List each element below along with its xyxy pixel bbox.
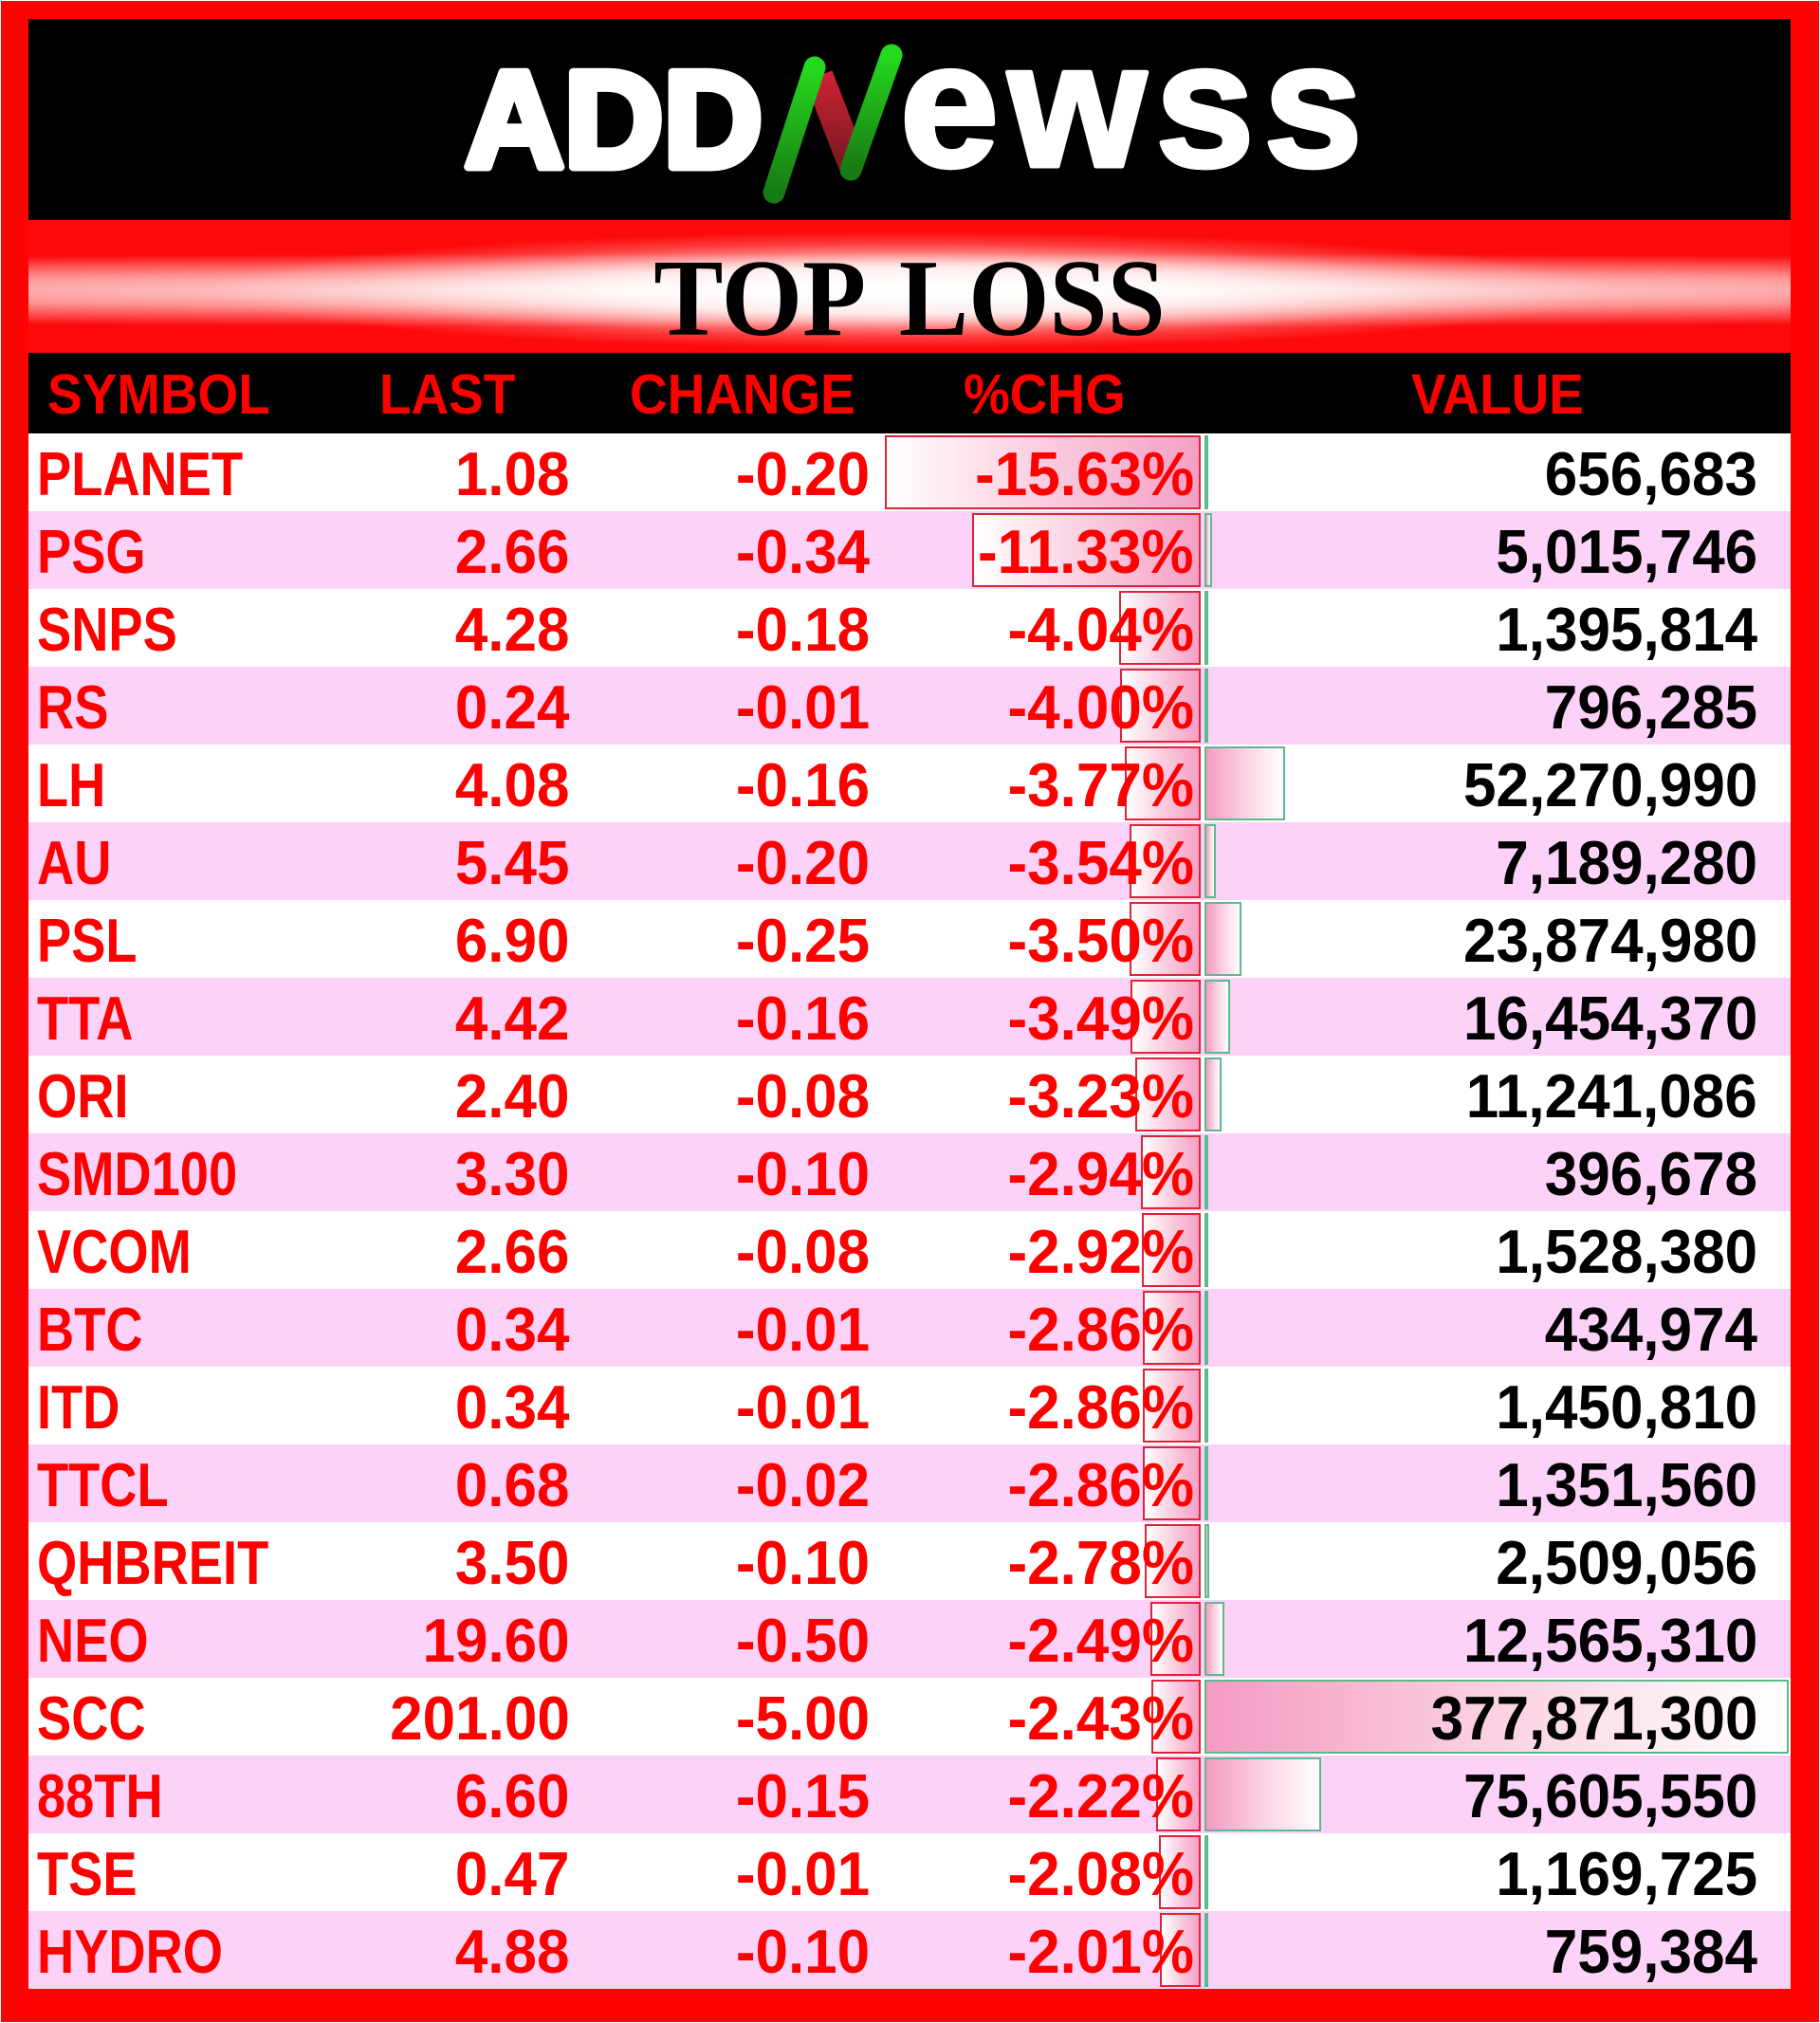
svg-text:ewss: ewss	[900, 19, 1371, 204]
svg-text:ADD: ADD	[465, 43, 763, 196]
